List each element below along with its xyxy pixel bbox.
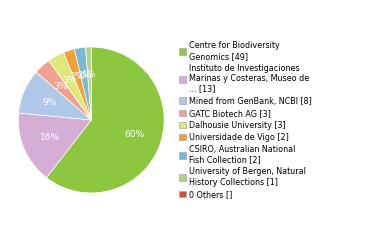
- Wedge shape: [18, 113, 91, 178]
- Text: 2%: 2%: [77, 71, 91, 80]
- Legend: Centre for Biodiversity
Genomics [49], Instituto de Investigaciones
Marinas y Co: Centre for Biodiversity Genomics [49], I…: [179, 41, 312, 199]
- Wedge shape: [63, 49, 91, 120]
- Text: 9%: 9%: [43, 98, 57, 107]
- Text: 2%: 2%: [70, 72, 84, 81]
- Wedge shape: [49, 53, 91, 120]
- Text: 16%: 16%: [40, 133, 60, 142]
- Wedge shape: [74, 47, 91, 120]
- Wedge shape: [19, 72, 91, 120]
- Text: 3%: 3%: [54, 82, 68, 91]
- Wedge shape: [86, 47, 91, 120]
- Text: 1%: 1%: [82, 70, 97, 79]
- Text: 60%: 60%: [124, 130, 144, 139]
- Wedge shape: [36, 61, 91, 120]
- Wedge shape: [46, 47, 164, 193]
- Text: 3%: 3%: [62, 76, 76, 85]
